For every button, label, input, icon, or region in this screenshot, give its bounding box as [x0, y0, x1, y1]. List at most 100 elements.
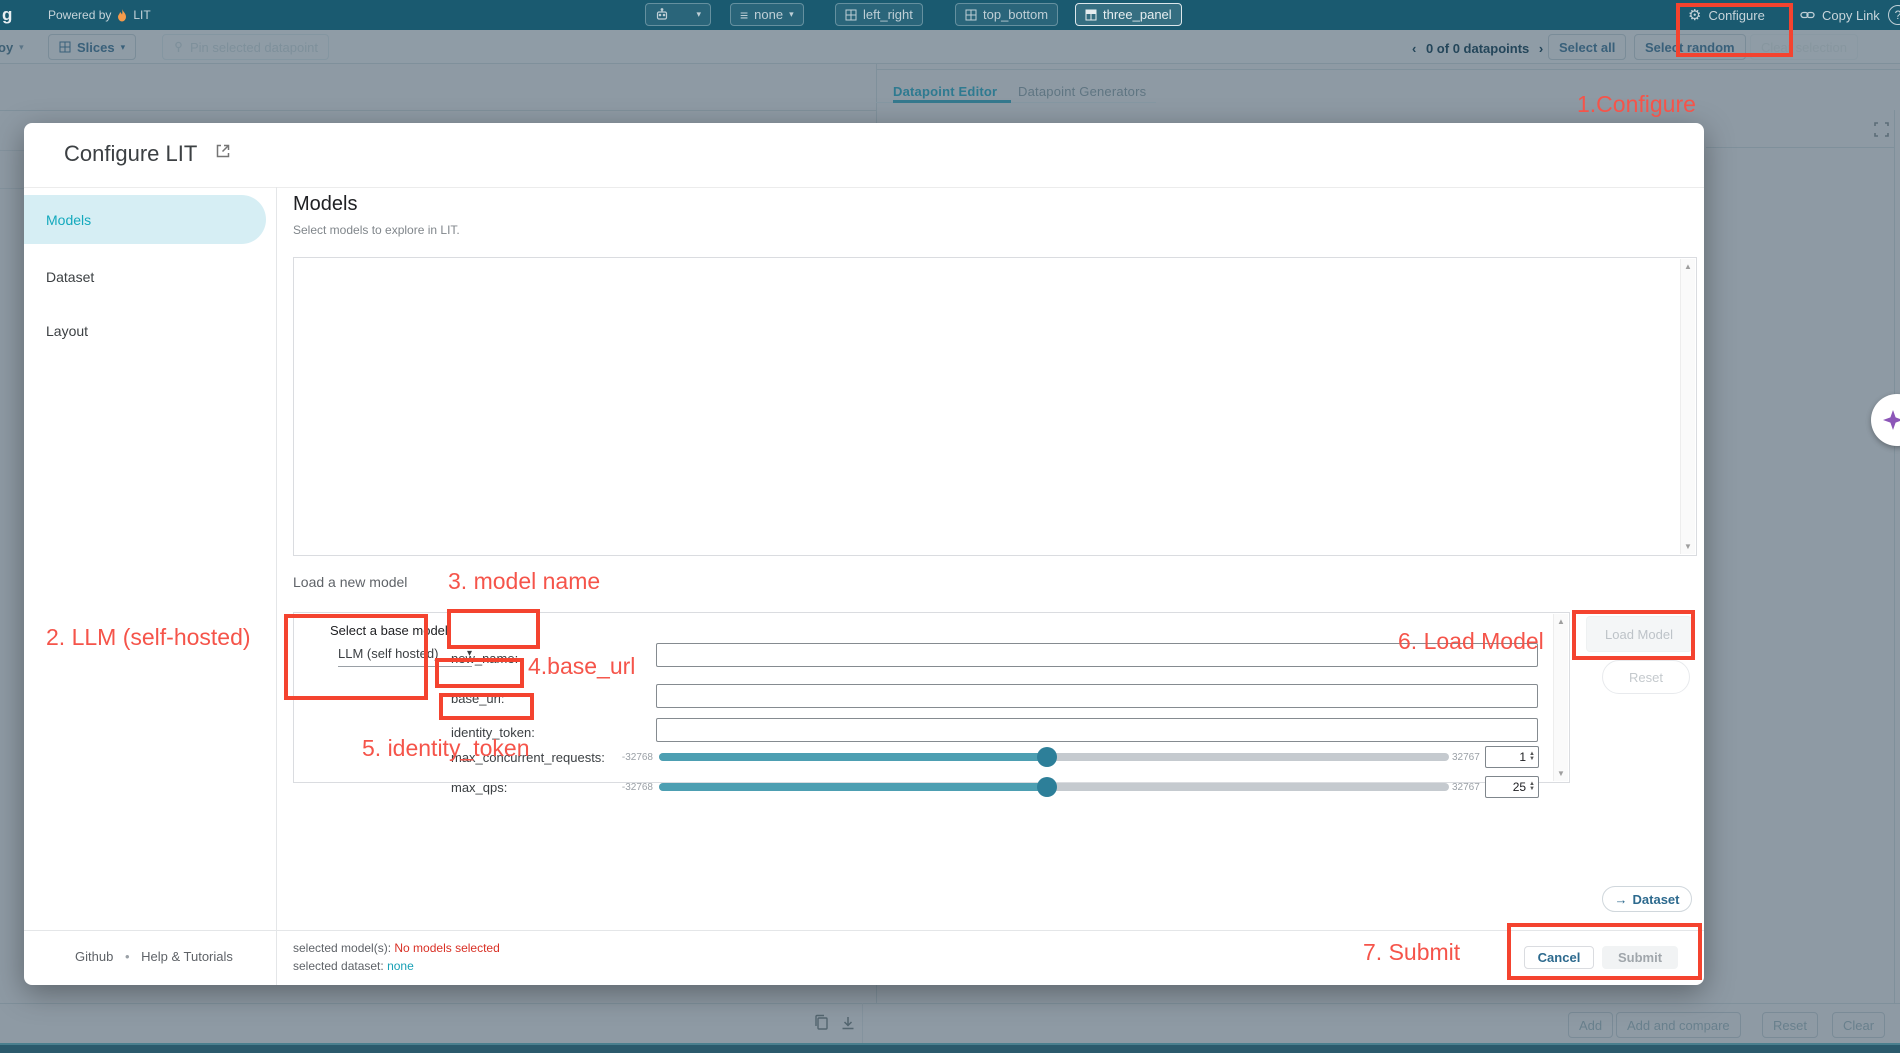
clear-button[interactable]: Clear — [1832, 1012, 1886, 1038]
layout-none-dropdown[interactable]: ≡ none ▾ — [730, 3, 804, 26]
load-model-form: Select a base model LLM (self hosted) ▾ … — [293, 612, 1570, 798]
go-to-dataset-button[interactable]: → Dataset — [1602, 886, 1692, 912]
pin-datapoint-button[interactable]: Pin selected datapoint — [162, 34, 329, 60]
form-scrollbar[interactable]: ▲ ▼ — [1553, 614, 1568, 781]
cancel-button[interactable]: Cancel — [1524, 946, 1594, 969]
add-button[interactable]: Add — [1568, 1012, 1614, 1038]
slider-min-label: -32768 — [621, 752, 653, 763]
question-icon: ? — [1888, 5, 1900, 25]
new-name-input[interactable] — [656, 643, 1538, 667]
base-url-input[interactable] — [656, 684, 1538, 708]
models-subtitle: Select models to explore in LIT. — [293, 223, 460, 237]
active-tab-underline — [893, 100, 1011, 103]
slider-fill — [659, 783, 1047, 791]
annotation-step1: 1.Configure — [1577, 91, 1696, 117]
copy-link-button[interactable]: Copy Link — [1800, 0, 1880, 30]
sidebar-item-dataset[interactable]: Dataset — [46, 269, 95, 285]
max-qps-label: max_qps: — [451, 780, 508, 795]
models-list[interactable]: ▲ ▼ — [293, 257, 1697, 556]
max-concurrent-requests-number-input[interactable]: 1 ▲ ▼ — [1485, 746, 1539, 768]
link-icon — [1800, 10, 1815, 20]
scroll-down-icon[interactable]: ▼ — [1684, 542, 1692, 551]
dropdown-caret-icon: ▾ — [466, 648, 472, 659]
scroll-up-icon[interactable]: ▲ — [1684, 262, 1692, 271]
sidebar-item-layout[interactable]: Layout — [46, 323, 89, 339]
annotation-box-identity-token — [439, 693, 534, 720]
base-model-select[interactable]: LLM (self hosted) ▾ — [338, 646, 472, 667]
external-link-icon[interactable] — [215, 143, 231, 159]
no-models-selected-value: No models selected — [394, 941, 500, 955]
configure-lit-dialog: Configure LIT Models Dataset Layout Mode… — [24, 123, 1704, 985]
select-all-button[interactable]: Select all — [1548, 34, 1627, 60]
chevron-down-icon: ▾ — [120, 41, 126, 52]
sidebar-item-models[interactable]: Models — [46, 212, 92, 228]
assistant-fab[interactable] — [1871, 394, 1900, 446]
grid-icon — [965, 9, 977, 21]
load-model-button[interactable]: Load Model — [1586, 616, 1692, 652]
stepper-icon[interactable]: ▲ ▼ — [1529, 751, 1535, 762]
sparkle-icon — [1883, 410, 1900, 430]
max-qps-slider[interactable] — [659, 777, 1449, 797]
tab-datapoint-generators[interactable]: Datapoint Generators — [1018, 84, 1147, 99]
slices-icon — [59, 41, 71, 53]
identity-token-input[interactable] — [656, 718, 1538, 742]
slider-knob[interactable] — [1037, 747, 1057, 767]
copy-icon[interactable] — [813, 1014, 830, 1032]
left-panel-border — [0, 110, 876, 111]
top-app-bar: g Powered by LIT ▾ ≡ none ▾ — [0, 0, 1900, 30]
scroll-up-icon[interactable]: ▲ — [1557, 617, 1565, 626]
fullscreen-icon[interactable] — [1874, 122, 1889, 137]
layout-top-bottom-button[interactable]: top_bottom — [955, 3, 1059, 26]
help-tutorials-link[interactable]: Help & Tutorials — [141, 949, 233, 964]
tab-datapoint-editor[interactable]: Datapoint Editor — [893, 84, 998, 99]
configure-button[interactable]: ⚙ Configure — [1688, 7, 1765, 24]
max-concurrent-requests-label: max_concurrent_requests: — [451, 750, 605, 765]
slices-button[interactable]: Slices ▾ — [48, 34, 137, 60]
prev-datapoint-button[interactable]: ‹ — [1412, 41, 1417, 56]
annotation-box-new-name — [447, 609, 540, 649]
slider-max-label: 32767 — [1452, 752, 1480, 763]
annotation-step2: 2. LLM (self-hosted) — [46, 624, 251, 650]
selected-models-status: selected model(s): No models selected — [293, 941, 500, 955]
max-qps-number-input[interactable]: 25 ▲ ▼ — [1485, 776, 1539, 798]
scroll-down-icon[interactable]: ▼ — [1557, 769, 1565, 778]
max-concurrent-requests-slider[interactable] — [659, 747, 1449, 767]
three-panel-icon — [1085, 9, 1097, 21]
list-icon: ≡ — [740, 6, 749, 23]
bottom-toolbar-border — [0, 1003, 1900, 1004]
reset-button[interactable]: Reset — [1762, 1012, 1818, 1038]
stepper-icon[interactable]: ▲ ▼ — [1529, 781, 1535, 792]
left-panel-row-border — [0, 188, 24, 189]
right-panel-edge — [1894, 110, 1895, 1003]
dialog-title: Configure LIT — [64, 141, 231, 167]
slider-knob[interactable] — [1037, 777, 1057, 797]
bottom-strip — [0, 1043, 1900, 1053]
submit-button[interactable]: Submit — [1602, 946, 1678, 969]
annotation-box-load-model — [1572, 610, 1695, 660]
grid-icon — [845, 9, 857, 21]
add-and-compare-button[interactable]: Add and compare — [1616, 1012, 1741, 1038]
annotation-step4: 4.base_url — [528, 653, 636, 679]
layout-three-panel-button[interactable]: three_panel — [1075, 3, 1182, 26]
github-link[interactable]: Github — [75, 949, 114, 964]
help-button[interactable]: ? — [1888, 0, 1900, 30]
models-list-scrollbar[interactable]: ▲ ▼ — [1680, 259, 1695, 554]
bottom-divider — [862, 1003, 863, 1043]
download-icon[interactable] — [840, 1015, 856, 1031]
clear-selection-button[interactable]: Clear selection — [1750, 34, 1858, 60]
partial-colorby-dropdown[interactable]: oy ▾ — [0, 39, 24, 55]
left-panel-row-border — [0, 150, 24, 151]
selection-toolbar: oy ▾ Slices ▾ Pin selected datapoint ‹ 0… — [0, 30, 1900, 64]
select-random-button[interactable]: Select random — [1634, 34, 1746, 60]
right-panel-header-border — [1706, 147, 1894, 148]
model-selector-button[interactable]: ▾ — [645, 3, 711, 26]
models-heading: Models — [293, 193, 358, 215]
next-datapoint-button[interactable]: › — [1538, 41, 1544, 56]
dialog-footer-divider — [24, 930, 1704, 931]
annotation-box-submit — [1507, 923, 1702, 980]
reset-form-button[interactable]: Reset — [1602, 660, 1690, 694]
layout-left-right-button[interactable]: left_right — [835, 3, 923, 26]
robot-icon — [655, 7, 669, 22]
annotation-box-base-url — [435, 658, 524, 688]
